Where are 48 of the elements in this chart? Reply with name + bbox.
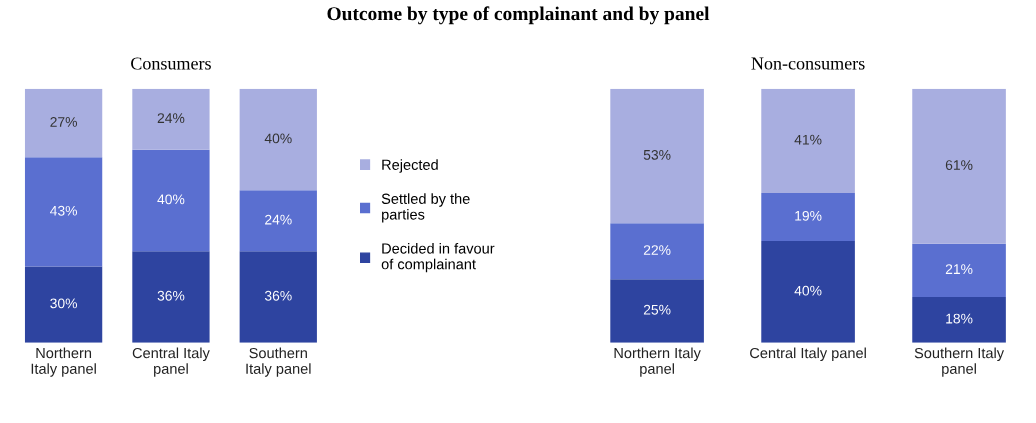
bar (132, 88, 210, 150)
bar (912, 88, 1006, 244)
data-label: 43% (50, 205, 78, 216)
bar (24, 157, 103, 267)
data-label: 22% (643, 245, 671, 255)
data-label: 21% (945, 264, 973, 274)
bar (912, 243, 1006, 297)
chart-subtitle: Consumers (131, 57, 211, 70)
data-label: 40% (157, 194, 185, 205)
bar (239, 88, 317, 191)
data-label: 19% (795, 210, 822, 221)
data-label: 25% (643, 304, 671, 315)
bar (610, 279, 704, 343)
bar (761, 88, 855, 193)
bar (239, 251, 317, 343)
bar (24, 266, 103, 343)
bar (24, 88, 103, 158)
data-label: 18% (946, 313, 973, 324)
x-tick-label: Southern Italy panel (914, 347, 1005, 377)
legend-label: Decided in favour of complainant (381, 242, 495, 273)
bar (761, 192, 855, 242)
data-label: 41% (794, 134, 822, 145)
data-label: 24% (157, 113, 185, 123)
data-label: 36% (157, 290, 185, 301)
data-label: 40% (264, 133, 292, 144)
legend-label: Settled by the parties (381, 193, 470, 223)
bar (239, 190, 317, 252)
legend-label: Rejected (382, 159, 438, 173)
x-tick-label: Southern Italy panel (246, 347, 311, 377)
bar (761, 241, 855, 343)
data-label: 30% (50, 298, 78, 309)
bar (610, 88, 704, 224)
bar (132, 251, 210, 343)
data-label: 24% (265, 214, 292, 225)
data-label: 36% (264, 290, 292, 301)
x-tick-label: Central Italy panel (132, 347, 210, 377)
data-label: 27% (50, 116, 78, 127)
bar (610, 223, 704, 280)
x-tick-label: Northern Italy panel (31, 347, 96, 377)
data-label: 61% (945, 160, 973, 170)
data-label: 53% (643, 149, 671, 160)
x-tick-label: Central Italy panel (750, 347, 866, 362)
text: Outcome by type of complainant and by panel (327, 6, 710, 25)
bar (132, 149, 210, 252)
x-tick-label: Northern Italy panel (614, 347, 701, 377)
data-label: 40% (794, 285, 822, 296)
chart-subtitle: Non-consumers (751, 57, 865, 70)
bar (912, 296, 1006, 343)
